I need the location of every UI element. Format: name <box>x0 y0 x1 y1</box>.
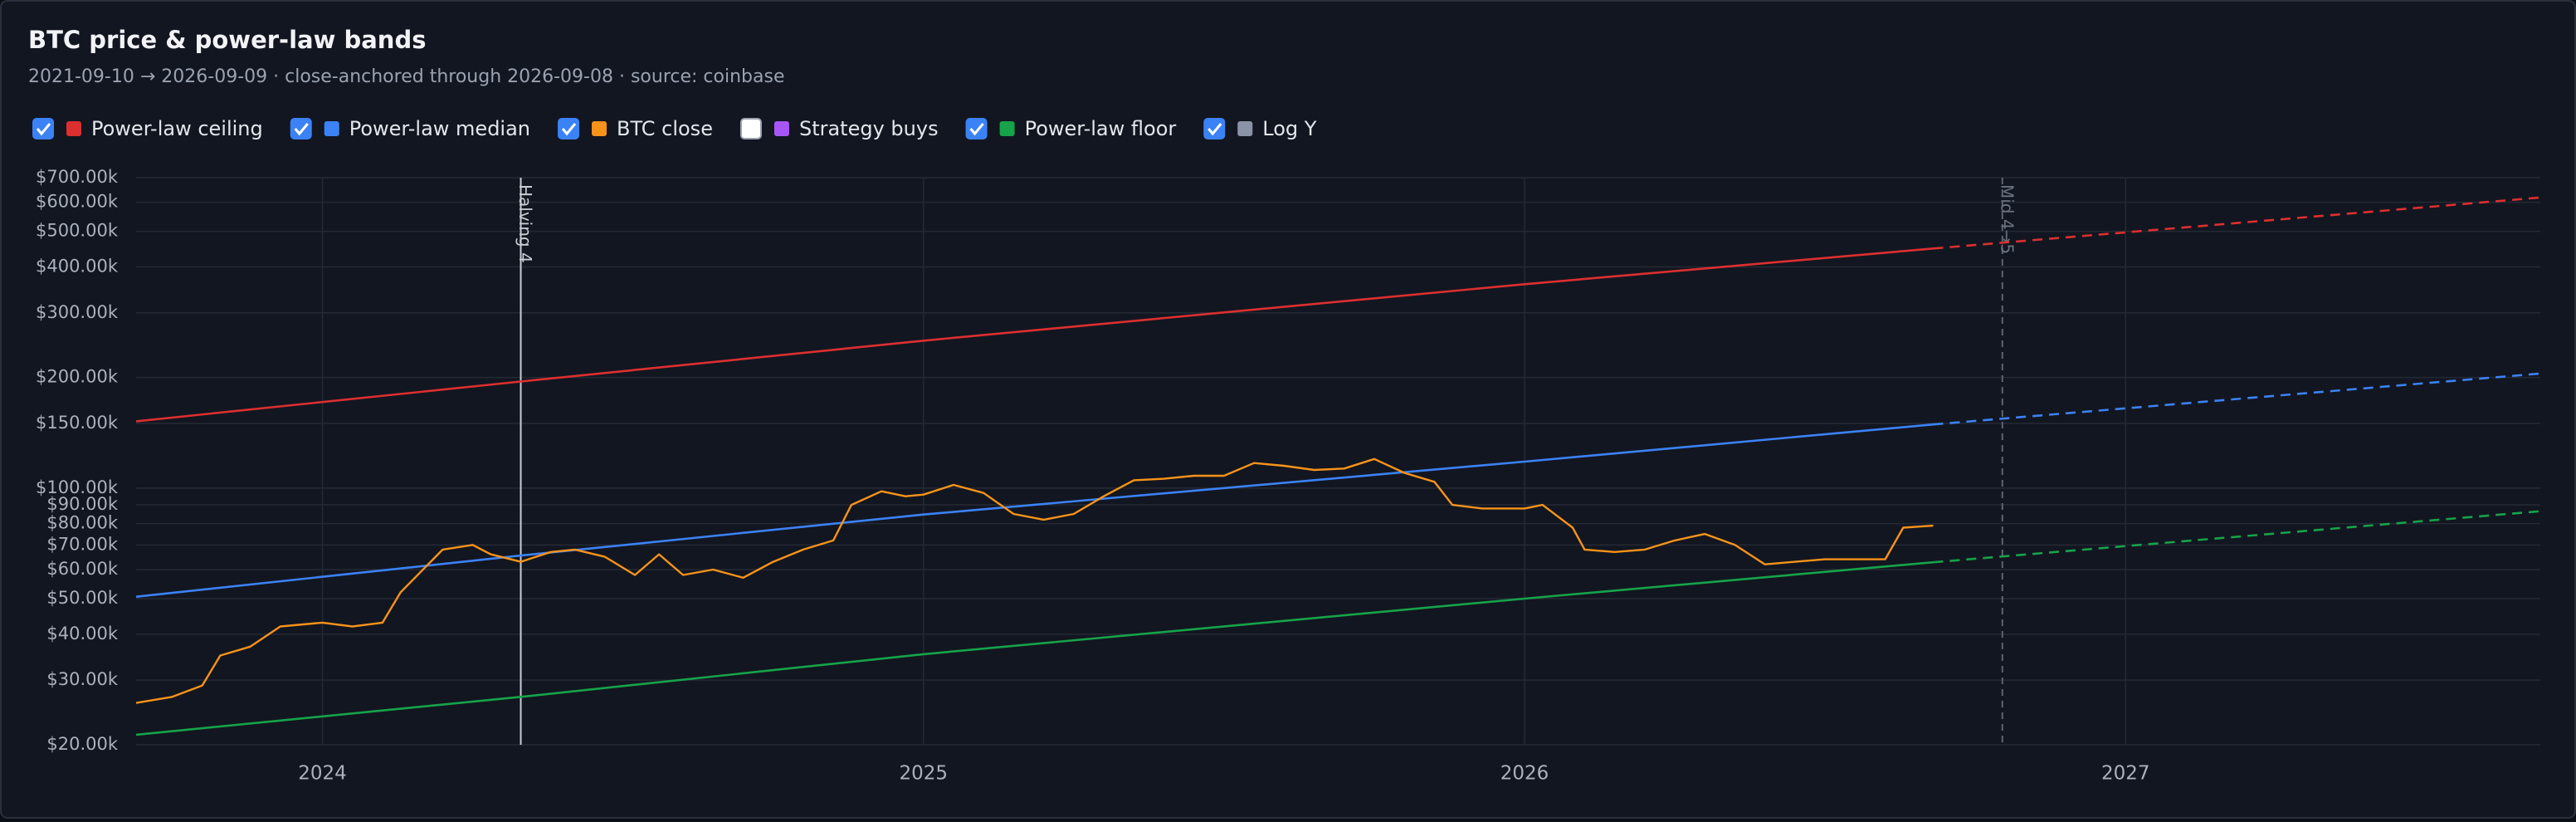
y-tick-label: $80.00k <box>46 513 118 533</box>
check-mark <box>36 123 51 136</box>
check-mark <box>1208 123 1222 136</box>
y-tick-label: $50.00k <box>46 588 118 608</box>
legend-label: Power-law floor <box>1025 117 1177 140</box>
legend-swatch <box>773 121 789 136</box>
legend-checkbox[interactable] <box>558 118 580 139</box>
check-mark <box>294 123 309 136</box>
legend-swatch <box>1237 121 1253 136</box>
y-tick-label: $700.00k <box>36 167 119 187</box>
legend-swatch <box>592 121 607 136</box>
annotation-label: Halving 4 <box>515 184 535 263</box>
chart-subtitle: 2021-09-10 → 2026-09-09 · close-anchored… <box>28 66 784 87</box>
series-line <box>135 247 1934 423</box>
y-tick-label: $20.00k <box>46 734 118 754</box>
y-tick-label: $200.00k <box>36 367 119 387</box>
x-tick-label: 2024 <box>298 763 347 785</box>
legend-checkbox[interactable] <box>1203 118 1226 139</box>
series-line <box>135 560 1934 736</box>
y-tick-label: $300.00k <box>36 302 119 322</box>
projection-line <box>1933 196 2541 250</box>
y-tick-label: $500.00k <box>36 221 119 241</box>
y-tick-label: $600.00k <box>36 192 119 212</box>
log-y-label: Log Y <box>1262 117 1316 140</box>
legend-swatch <box>999 121 1015 136</box>
y-tick-label: $100.00k <box>36 477 119 497</box>
series-line <box>135 457 1934 704</box>
y-tick-label: $40.00k <box>46 624 118 643</box>
y-tick-label: $90.00k <box>46 494 118 514</box>
y-tick-label: $400.00k <box>36 257 119 276</box>
chart-title: BTC price & power-law bands <box>28 26 426 54</box>
x-tick-label: 2026 <box>1500 763 1549 785</box>
legend-checkbox[interactable] <box>32 118 54 139</box>
legend-label: BTC close <box>617 117 713 140</box>
legend-swatch <box>324 121 339 136</box>
legend-label: Power-law median <box>349 117 530 140</box>
y-tick-label: $30.00k <box>46 669 118 689</box>
legend-label: Power-law ceiling <box>91 117 263 140</box>
y-tick-label: $70.00k <box>46 534 118 554</box>
legend-checkbox[interactable] <box>290 118 312 139</box>
legend-label: Strategy buys <box>799 117 939 140</box>
y-tick-label: $60.00k <box>46 559 118 579</box>
legend-checkbox[interactable] <box>965 118 988 139</box>
legend-checkbox[interactable] <box>739 118 762 139</box>
x-tick-label: 2027 <box>2101 763 2150 785</box>
check-mark <box>561 123 577 136</box>
projection-line <box>1933 510 2541 564</box>
y-tick-label: $150.00k <box>36 413 119 433</box>
projection-line <box>1933 372 2541 426</box>
series-line <box>135 423 1934 598</box>
x-tick-label: 2025 <box>899 763 948 785</box>
legend-swatch <box>66 121 81 136</box>
check-mark <box>969 123 984 136</box>
